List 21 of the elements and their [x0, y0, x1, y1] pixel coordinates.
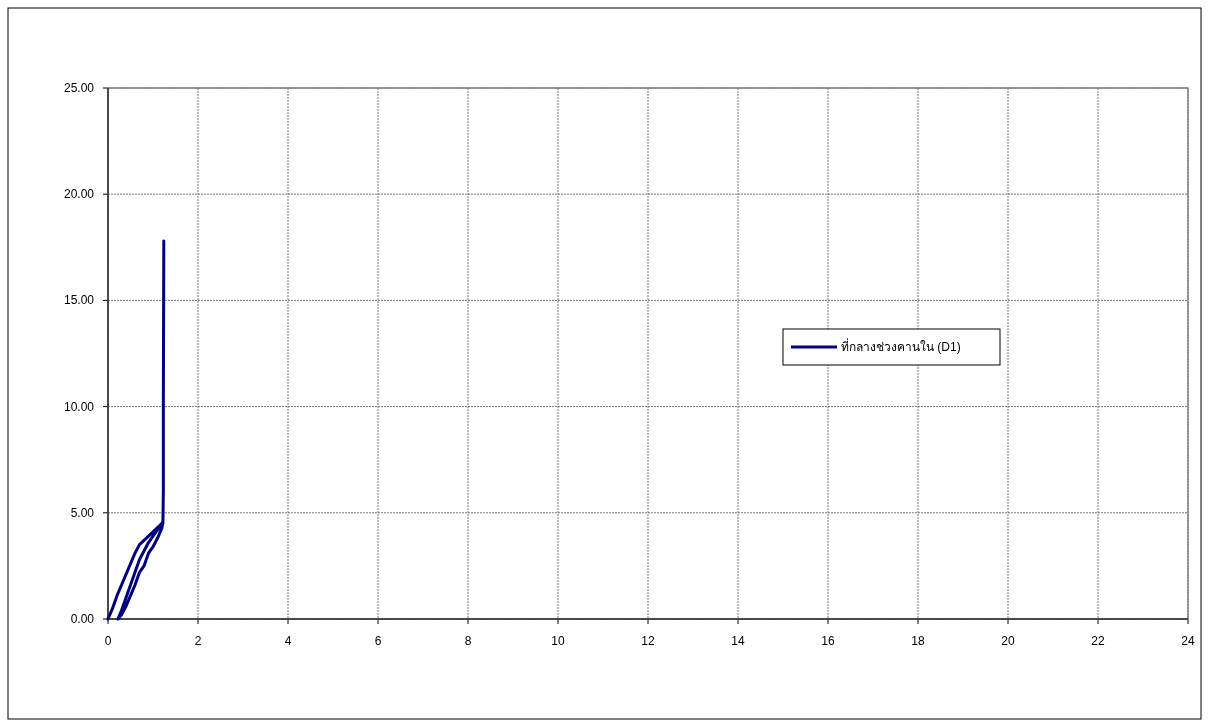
x-tick-label: 4	[284, 634, 292, 648]
x-tick-label: 8	[464, 634, 472, 648]
x-tick-label: 14	[731, 634, 745, 648]
x-tick-label: 24	[1181, 634, 1195, 648]
x-tick-label: 18	[911, 634, 925, 648]
x-tick-label: 16	[821, 634, 835, 648]
x-tick-label: 2	[194, 634, 202, 648]
line-series	[106, 239, 166, 621]
x-tick-label: 22	[1091, 634, 1105, 648]
x-tick-label: 6	[374, 634, 382, 648]
legend-label: ที่กลางช่วงคานใน (D1)	[841, 338, 961, 354]
x-tick-label: 0	[104, 634, 112, 648]
x-tick-label: 20	[1001, 634, 1015, 648]
y-tick-label: 25.00	[63, 81, 95, 95]
y-tick-label: 10.00	[63, 399, 95, 414]
y-tick-label: 20.00	[63, 187, 95, 202]
y-tick-label: 15.00	[63, 293, 95, 308]
x-tick-label: 10	[551, 634, 565, 648]
x-tick-label: 12	[641, 634, 655, 648]
y-tick-label: 5.00	[70, 505, 95, 520]
y-tick-label: 0.00	[70, 612, 95, 626]
